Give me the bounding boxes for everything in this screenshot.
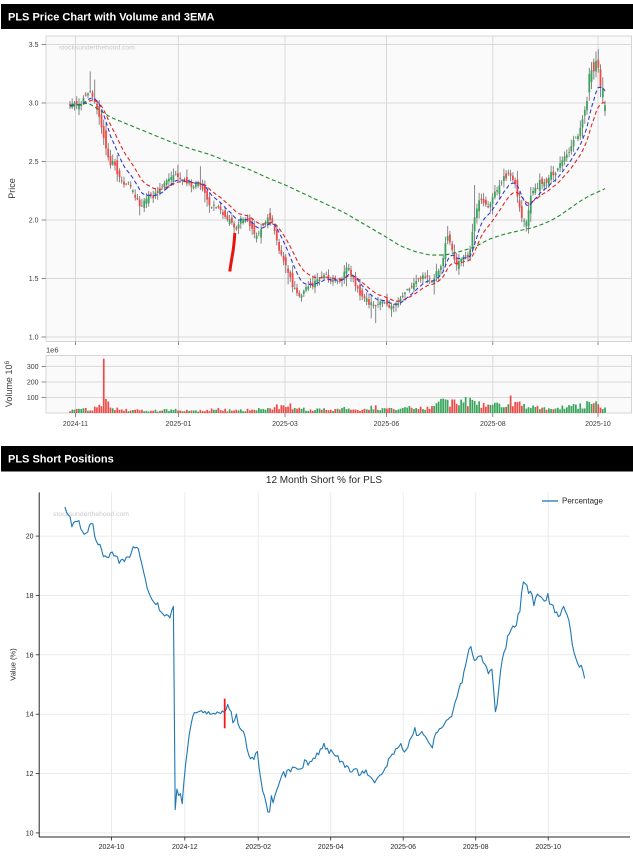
svg-text:PLS Short Positions: PLS Short Positions — [8, 454, 114, 466]
svg-text:stocksunderthehood.com: stocksunderthehood.com — [59, 45, 135, 52]
svg-text:16: 16 — [26, 652, 34, 659]
svg-text:2024-12: 2024-12 — [172, 844, 198, 851]
svg-text:100: 100 — [27, 395, 39, 402]
svg-text:Value (%): Value (%) — [9, 648, 18, 681]
svg-text:2.0: 2.0 — [29, 218, 39, 225]
svg-text:10: 10 — [26, 830, 34, 837]
svg-text:18: 18 — [26, 593, 34, 600]
svg-text:2025-10: 2025-10 — [585, 421, 611, 428]
svg-text:2025-02: 2025-02 — [245, 844, 271, 851]
svg-text:12: 12 — [26, 771, 34, 778]
svg-text:200: 200 — [27, 380, 39, 387]
svg-text:12 Month Short % for PLS: 12 Month Short % for PLS — [266, 475, 383, 486]
svg-text:2025-04: 2025-04 — [318, 844, 344, 851]
svg-text:Volume 106: Volume 106 — [4, 361, 14, 408]
svg-text:2025-08: 2025-08 — [480, 421, 506, 428]
svg-text:1.0: 1.0 — [29, 335, 39, 342]
svg-text:2025-08: 2025-08 — [463, 844, 489, 851]
svg-text:2025-03: 2025-03 — [272, 421, 298, 428]
svg-text:300: 300 — [27, 364, 39, 371]
svg-text:2024-10: 2024-10 — [99, 844, 125, 851]
svg-text:2025-10: 2025-10 — [535, 844, 561, 851]
svg-text:2.5: 2.5 — [29, 159, 39, 166]
svg-text:1.5: 1.5 — [29, 276, 39, 283]
svg-text:14: 14 — [26, 712, 34, 719]
svg-text:2025-01: 2025-01 — [166, 421, 192, 428]
svg-text:3.5: 3.5 — [29, 42, 39, 49]
svg-text:20: 20 — [26, 534, 34, 541]
svg-text:1e6: 1e6 — [46, 346, 59, 355]
svg-text:2024-11: 2024-11 — [63, 421, 88, 428]
svg-text:2025-06: 2025-06 — [374, 421, 400, 428]
svg-text:stocksunderthehood.com: stocksunderthehood.com — [53, 511, 129, 518]
svg-text:PLS Price Chart with Volume an: PLS Price Chart with Volume and 3EMA — [8, 12, 214, 24]
svg-text:Percentage: Percentage — [562, 497, 603, 506]
svg-text:2025-06: 2025-06 — [390, 844, 416, 851]
svg-text:Price: Price — [7, 178, 17, 199]
svg-text:3.0: 3.0 — [29, 101, 39, 108]
